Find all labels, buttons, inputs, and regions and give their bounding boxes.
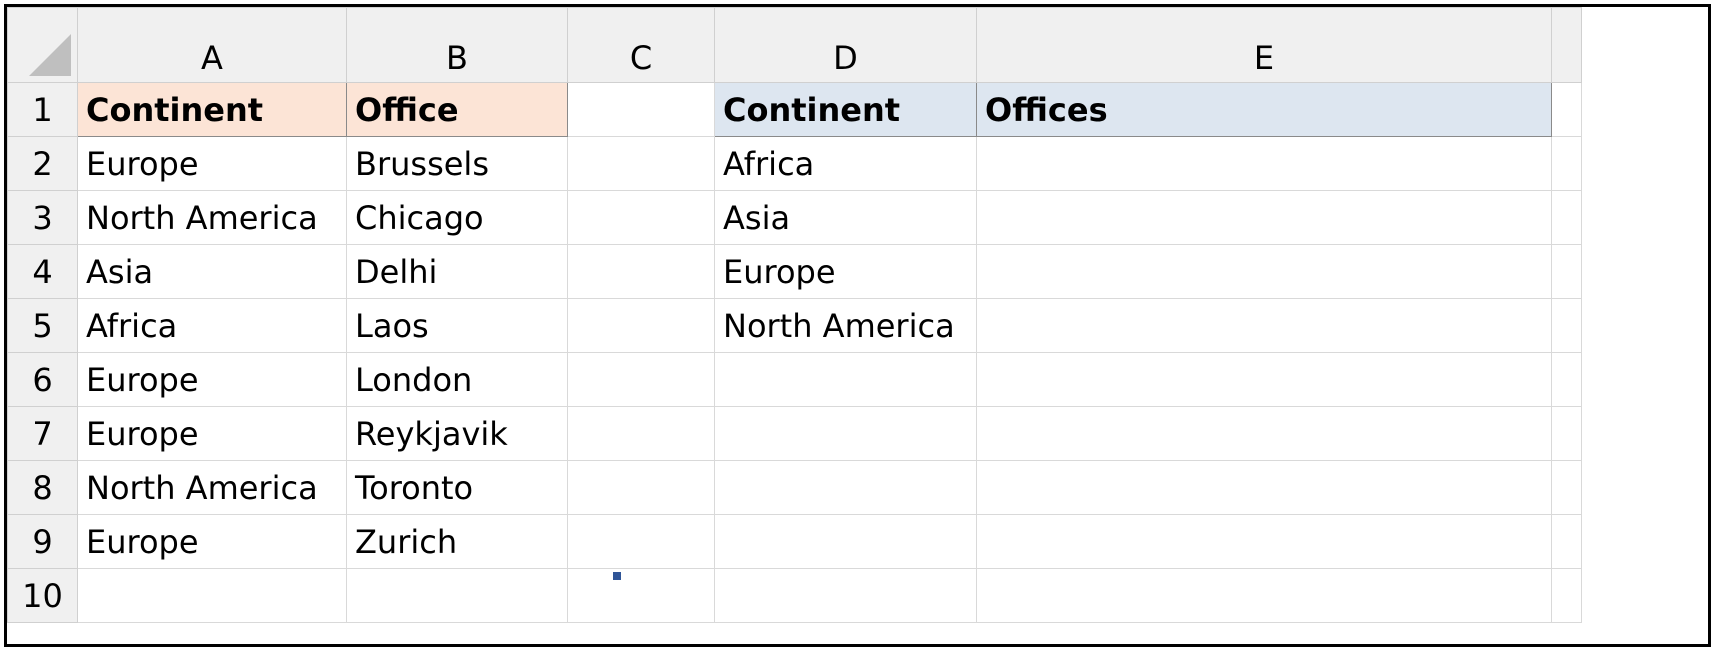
cell-d9[interactable] (714, 514, 977, 569)
cell-c9[interactable] (567, 514, 715, 569)
cell-c1[interactable] (567, 82, 715, 137)
row-header-10[interactable]: 10 (7, 568, 78, 623)
cell-a3[interactable]: North America (77, 190, 347, 245)
cell-e6[interactable] (976, 352, 1552, 407)
cell-b4[interactable]: Delhi (346, 244, 568, 299)
cell-b2[interactable]: Brussels (346, 136, 568, 191)
row-header-1[interactable]: 1 (7, 82, 78, 137)
row-header-2[interactable]: 2 (7, 136, 78, 191)
cell-f3[interactable] (1551, 190, 1582, 245)
cell-e10[interactable] (976, 568, 1552, 623)
cell-d4[interactable]: Europe (714, 244, 977, 299)
cell-c3[interactable] (567, 190, 715, 245)
cell-d10[interactable] (714, 568, 977, 623)
cell-a6[interactable]: Europe (77, 352, 347, 407)
cell-d1[interactable]: Continent (714, 82, 977, 137)
cell-f8[interactable] (1551, 460, 1582, 515)
cell-a10[interactable] (77, 568, 347, 623)
cell-d8[interactable] (714, 460, 977, 515)
select-all-triangle-icon (29, 34, 71, 76)
row-header-5[interactable]: 5 (7, 298, 78, 353)
cell-c6[interactable] (567, 352, 715, 407)
cell-f1[interactable] (1551, 82, 1582, 137)
cell-c2[interactable] (567, 136, 715, 191)
cell-a5[interactable]: Africa (77, 298, 347, 353)
cell-d2[interactable]: Africa (714, 136, 977, 191)
cell-c7[interactable] (567, 406, 715, 461)
cell-e7[interactable] (976, 406, 1552, 461)
cell-d6[interactable] (714, 352, 977, 407)
column-header-f[interactable] (1551, 7, 1582, 83)
cell-b3[interactable]: Chicago (346, 190, 568, 245)
cell-b7[interactable]: Reykjavik (346, 406, 568, 461)
cell-b6[interactable]: London (346, 352, 568, 407)
row-header-9[interactable]: 9 (7, 514, 78, 569)
cell-b5[interactable]: Laos (346, 298, 568, 353)
column-header-c[interactable]: C (567, 7, 715, 83)
cell-a9[interactable]: Europe (77, 514, 347, 569)
cell-c10[interactable] (567, 568, 715, 623)
cell-b1[interactable]: Office (346, 82, 568, 137)
cell-d5[interactable]: North America (714, 298, 977, 353)
cell-c8[interactable] (567, 460, 715, 515)
row-header-4[interactable]: 4 (7, 244, 78, 299)
cell-e1[interactable]: Offices (976, 82, 1552, 137)
cell-f6[interactable] (1551, 352, 1582, 407)
column-header-b[interactable]: B (346, 7, 568, 83)
row-header-3[interactable]: 3 (7, 190, 78, 245)
cell-f7[interactable] (1551, 406, 1582, 461)
column-header-d[interactable]: D (714, 7, 977, 83)
cell-c5[interactable] (567, 298, 715, 353)
row-header-8[interactable]: 8 (7, 460, 78, 515)
cell-a2[interactable]: Europe (77, 136, 347, 191)
fill-handle[interactable] (613, 572, 621, 580)
cell-f4[interactable] (1551, 244, 1582, 299)
cell-e9[interactable] (976, 514, 1552, 569)
cell-b8[interactable]: Toronto (346, 460, 568, 515)
cell-c4[interactable] (567, 244, 715, 299)
cell-a8[interactable]: North America (77, 460, 347, 515)
select-all-corner[interactable] (7, 7, 78, 83)
cell-b9[interactable]: Zurich (346, 514, 568, 569)
row-header-7[interactable]: 7 (7, 406, 78, 461)
cell-e4[interactable] (976, 244, 1552, 299)
cell-f5[interactable] (1551, 298, 1582, 353)
cell-a1[interactable]: Continent (77, 82, 347, 137)
cell-a4[interactable]: Asia (77, 244, 347, 299)
column-header-e[interactable]: E (976, 7, 1552, 83)
cell-d3[interactable]: Asia (714, 190, 977, 245)
cell-f10[interactable] (1551, 568, 1582, 623)
cell-f9[interactable] (1551, 514, 1582, 569)
cell-f2[interactable] (1551, 136, 1582, 191)
cell-e8[interactable] (976, 460, 1552, 515)
cell-e3[interactable] (976, 190, 1552, 245)
spreadsheet-grid: A B C D E 1 Continent Office Continent O… (7, 7, 1582, 623)
row-header-6[interactable]: 6 (7, 352, 78, 407)
cell-d7[interactable] (714, 406, 977, 461)
cell-a7[interactable]: Europe (77, 406, 347, 461)
column-header-a[interactable]: A (77, 7, 347, 83)
cell-e2[interactable] (976, 136, 1552, 191)
spreadsheet-frame: A B C D E 1 Continent Office Continent O… (4, 4, 1711, 647)
cell-e5[interactable] (976, 298, 1552, 353)
cell-b10[interactable] (346, 568, 568, 623)
